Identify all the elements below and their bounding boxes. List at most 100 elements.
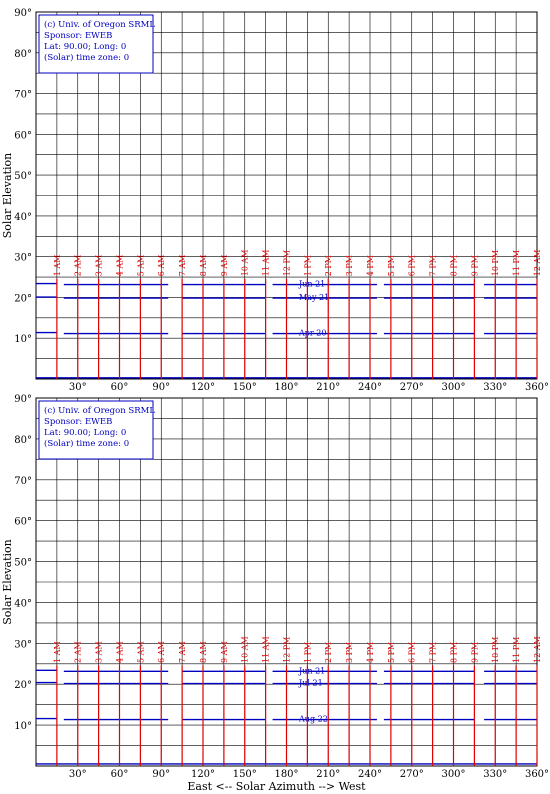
hour-label: 7 PM <box>429 642 438 663</box>
x-tick-label: 330° <box>483 769 507 780</box>
hour-label: 11 AM <box>262 250 271 277</box>
hour-label: 8 PM <box>450 255 459 276</box>
y-axis-label: Solar Elevation <box>1 539 14 624</box>
hour-label: 5 AM <box>136 641 145 663</box>
hour-label: 8 AM <box>199 641 208 663</box>
hour-label: 1 AM <box>53 641 62 663</box>
sun-path-chart-top: 10° 20° 30° 40° 50° 60° 70° 80° 90° 30° 60° 90° 120°… <box>1 8 549 393</box>
x-tick-label: 60° <box>111 382 129 393</box>
hour-label: 6 PM <box>408 642 417 663</box>
legend-line: Sponsor: EWEB <box>44 31 112 41</box>
y-tick-label: 90° <box>14 8 32 19</box>
hour-label: 9 PM <box>470 255 479 276</box>
y-tick-label: 30° <box>14 253 32 264</box>
hour-label: 7 AM <box>178 641 187 663</box>
x-tick-label: 210° <box>316 382 340 393</box>
hour-label: 3 PM <box>345 642 354 663</box>
x-tick-label: 150° <box>233 769 257 780</box>
hour-label: 3 PM <box>345 255 354 276</box>
legend-line: Lat: 90.00; Long: 0 <box>44 428 126 438</box>
x-tick-label: 360° <box>525 769 549 780</box>
legend-line: (Solar) time zone: 0 <box>44 438 129 449</box>
hour-label: 1 PM <box>303 642 312 663</box>
x-tick-label: 90° <box>152 769 170 780</box>
hour-label: 8 PM <box>450 642 459 663</box>
x-tick-label: 210° <box>316 769 340 780</box>
date-label: Jun 21 <box>298 666 325 675</box>
y-axis-label: Solar Elevation <box>1 153 14 238</box>
hour-label: 6 AM <box>157 255 166 277</box>
legend-line: (Solar) time zone: 0 <box>44 52 129 63</box>
hour-label: 5 PM <box>387 255 396 276</box>
hour-label: 6 PM <box>408 255 417 276</box>
x-tick-label: 150° <box>233 382 257 393</box>
hour-label: 1 PM <box>303 255 312 276</box>
legend-line: (c) Univ. of Oregon SRML <box>44 19 155 30</box>
y-tick-label: 70° <box>14 90 32 101</box>
hour-label: 7 AM <box>178 255 187 277</box>
hour-label: 8 AM <box>199 255 208 277</box>
date-label: Jun 21 <box>298 280 325 289</box>
hour-label: 5 AM <box>136 255 145 277</box>
hour-label: 4 AM <box>116 641 125 663</box>
x-tick-label: 240° <box>358 382 382 393</box>
y-tick-label: 20° <box>14 293 32 304</box>
x-axis-label: East <-- Solar Azimuth --> West <box>187 780 366 793</box>
hour-label: 11 AM <box>262 636 271 663</box>
hour-label: 3 AM <box>95 255 104 277</box>
hour-label: 6 AM <box>157 641 166 663</box>
y-tick-label: 50° <box>14 171 32 182</box>
x-tick-label: 90° <box>152 382 170 393</box>
y-tick-label: 60° <box>14 130 32 141</box>
hour-label: 10 PM <box>491 250 500 276</box>
hour-label: 9 PM <box>470 642 479 663</box>
hour-label: 11 PM <box>512 637 521 663</box>
x-tick-label: 120° <box>191 769 215 780</box>
y-tick-label: 70° <box>14 476 32 487</box>
hour-label: 3 AM <box>95 641 104 663</box>
hour-label: 7 PM <box>429 255 438 276</box>
x-tick-label: 270° <box>400 382 424 393</box>
y-tick-label: 80° <box>14 49 32 60</box>
y-tick-label: 30° <box>14 639 32 650</box>
legend-box <box>38 400 154 460</box>
hour-label: 5 PM <box>387 642 396 663</box>
x-tick-label: 330° <box>483 382 507 393</box>
hour-label: 2 AM <box>74 255 83 277</box>
y-tick-label: 20° <box>14 680 32 691</box>
hour-label: 12 PM <box>283 250 292 276</box>
x-tick-label: 120° <box>191 382 215 393</box>
hour-label: 4 PM <box>366 642 375 663</box>
hour-label: 4 AM <box>116 255 125 277</box>
y-tick-label: 50° <box>14 558 32 569</box>
y-tick-label: 10° <box>14 334 32 345</box>
legend-box <box>38 14 154 74</box>
y-tick-label: 80° <box>14 435 32 446</box>
hour-label: 10 AM <box>241 250 250 277</box>
hour-label: 4 PM <box>366 255 375 276</box>
legend-line: Lat: 90.00; Long: 0 <box>44 42 126 52</box>
x-tick-label: 30° <box>69 382 87 393</box>
legend-line: (c) Univ. of Oregon SRML <box>44 405 155 416</box>
x-tick-label: 60° <box>111 769 129 780</box>
hour-label: 10 AM <box>241 636 250 663</box>
x-tick-label: 180° <box>274 769 298 780</box>
y-tick-label: 10° <box>14 721 32 732</box>
hour-label: 2 PM <box>324 642 333 663</box>
hour-label: 2 AM <box>74 641 83 663</box>
sun-path-chart-bottom: 10° 20° 30° 40° 50° 60° 70° 80° 90° 30° 60° 90° 120°… <box>1 394 549 793</box>
y-tick-label: 90° <box>14 394 32 405</box>
x-tick-label: 300° <box>441 382 465 393</box>
x-tick-label: 360° <box>525 382 549 393</box>
hour-label: 1 AM <box>53 255 62 277</box>
hour-label: 2 PM <box>324 255 333 276</box>
y-tick-label: 60° <box>14 517 32 528</box>
hour-label: 9 AM <box>220 641 229 663</box>
x-tick-label: 30° <box>69 769 87 780</box>
hour-label: 12 AM <box>533 250 542 277</box>
x-tick-label: 270° <box>400 769 424 780</box>
y-tick-label: 40° <box>14 212 32 223</box>
x-tick-label: 300° <box>441 769 465 780</box>
hour-label: 11 PM <box>512 250 521 276</box>
